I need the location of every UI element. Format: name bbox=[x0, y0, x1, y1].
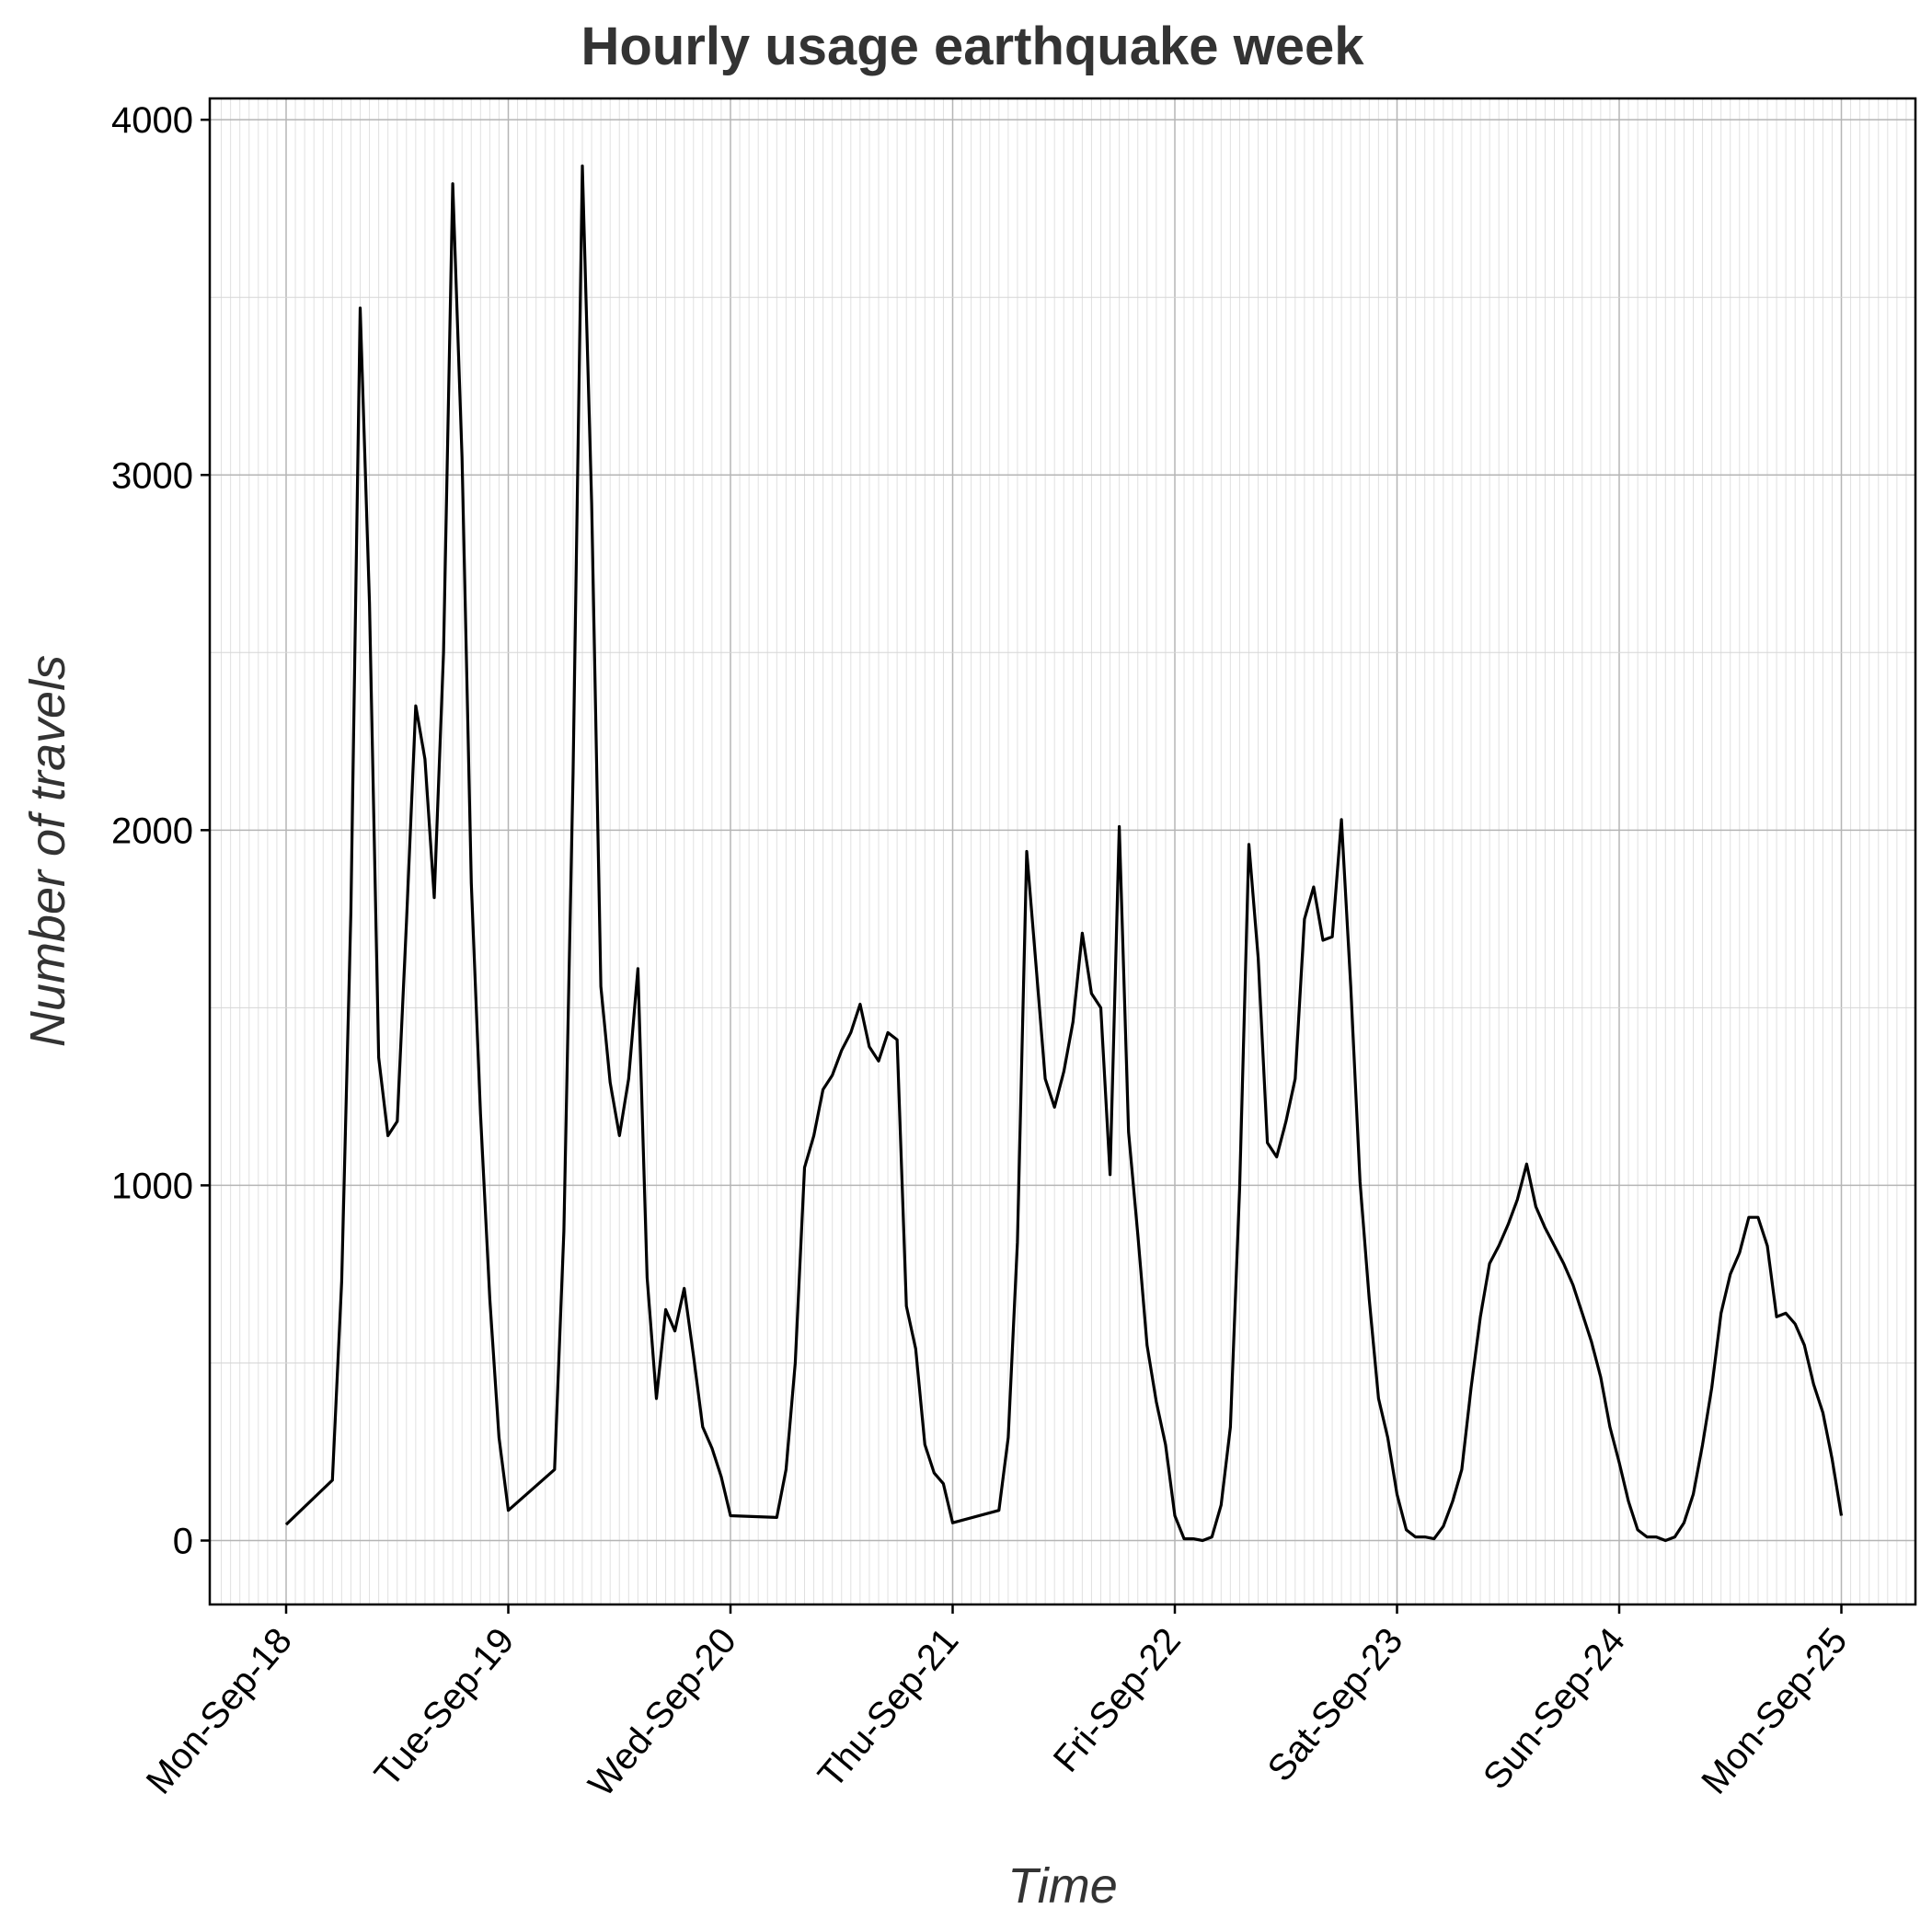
x-axis-label: Time bbox=[1007, 1858, 1118, 1914]
y-axis-label: Number of travels bbox=[20, 655, 75, 1047]
plot-frame bbox=[208, 97, 1917, 1606]
y-tick-label: 3000 bbox=[111, 455, 193, 496]
chart-title: Hourly usage earthquake week bbox=[581, 17, 1365, 76]
series-layer bbox=[284, 164, 1844, 1543]
grid-lines bbox=[210, 98, 1916, 1604]
series-line-0 bbox=[284, 164, 1844, 1543]
y-tick-label: 2000 bbox=[111, 811, 193, 851]
y-tick-label: 4000 bbox=[111, 100, 193, 141]
y-tick-label: 1000 bbox=[111, 1166, 193, 1206]
y-tick-label: 0 bbox=[173, 1522, 193, 1562]
